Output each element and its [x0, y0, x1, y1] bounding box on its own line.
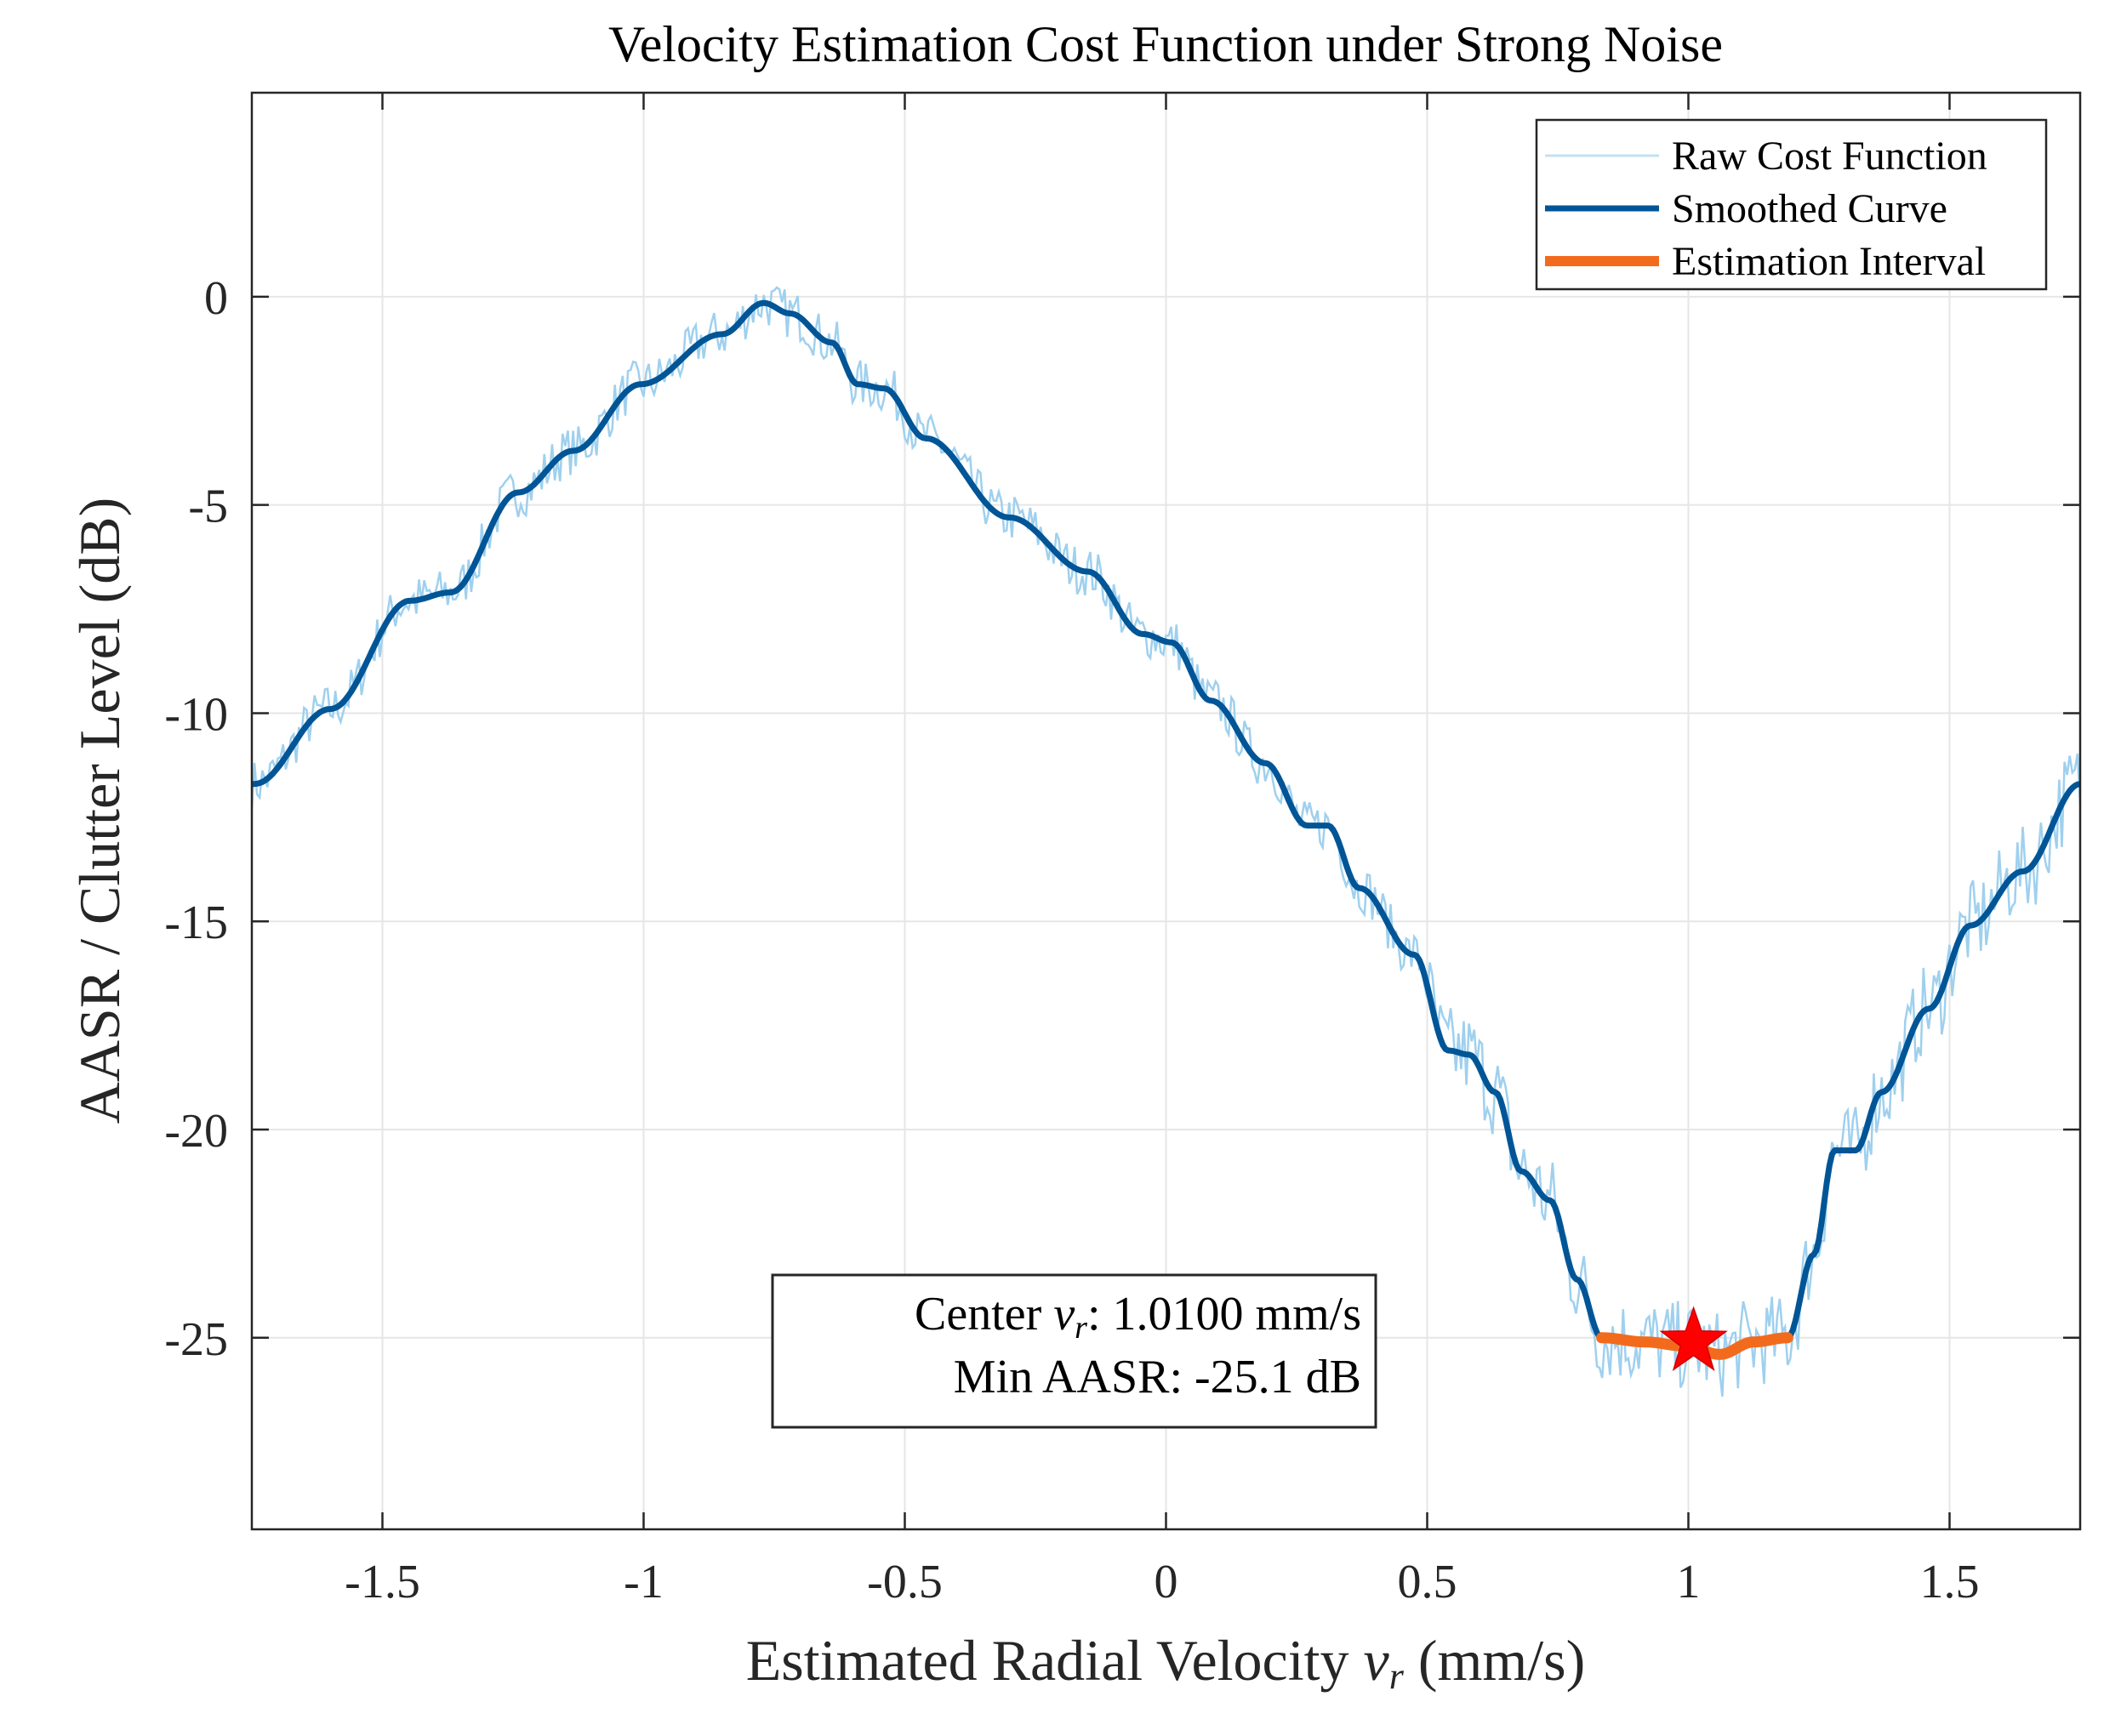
minimum-star-marker — [1659, 1306, 1728, 1371]
x-axis-label: Estimated Radial Velocity vr (mm/s) — [746, 1628, 1586, 1697]
grid — [252, 93, 2080, 1529]
annotation-min: Min AASR: -25.1 dB — [954, 1351, 1361, 1403]
x-tick-label: 0 — [1155, 1556, 1178, 1608]
legend-interval-label: Estimation Interval — [1672, 239, 1986, 284]
annotation-center: Center vr: 1.0100 mm/s — [915, 1288, 1361, 1346]
x-tick-label: -1 — [624, 1556, 664, 1608]
annotation-box: Center vr: 1.0100 mm/s Min AASR: -25.1 d… — [771, 1273, 1377, 1429]
chart-title: Velocity Estimation Cost Function under … — [608, 16, 1723, 72]
plot-lines — [250, 286, 2082, 1397]
y-tick-label: -20 — [164, 1105, 228, 1158]
y-axis-label: AASR / Clutter Level (dB) — [67, 498, 132, 1124]
y-tick-label: -15 — [164, 896, 228, 949]
y-tick-label: -25 — [164, 1313, 228, 1366]
axes-box — [250, 91, 2082, 1531]
y-tick-label: -10 — [164, 688, 228, 741]
x-tick-label: -0.5 — [867, 1556, 943, 1608]
y-tick-label: -5 — [188, 481, 228, 533]
y-tick-label: 0 — [204, 272, 228, 325]
legend-smoothed-label: Smoothed Curve — [1672, 186, 1947, 231]
x-tick-label: 1.5 — [1920, 1556, 1980, 1608]
tick-labels: -1.5 -1 -0.5 0 0.5 1 1.5 0 -5 -10 -15 -20 -25 — [164, 272, 1979, 1608]
legend: Raw Cost Function Smoothed Curve Estimat… — [1535, 118, 2048, 291]
x-tick-label: 0.5 — [1398, 1556, 1457, 1608]
x-tick-label: 1 — [1677, 1556, 1701, 1608]
x-tick-label: -1.5 — [345, 1556, 420, 1608]
legend-raw-label: Raw Cost Function — [1672, 134, 1987, 179]
